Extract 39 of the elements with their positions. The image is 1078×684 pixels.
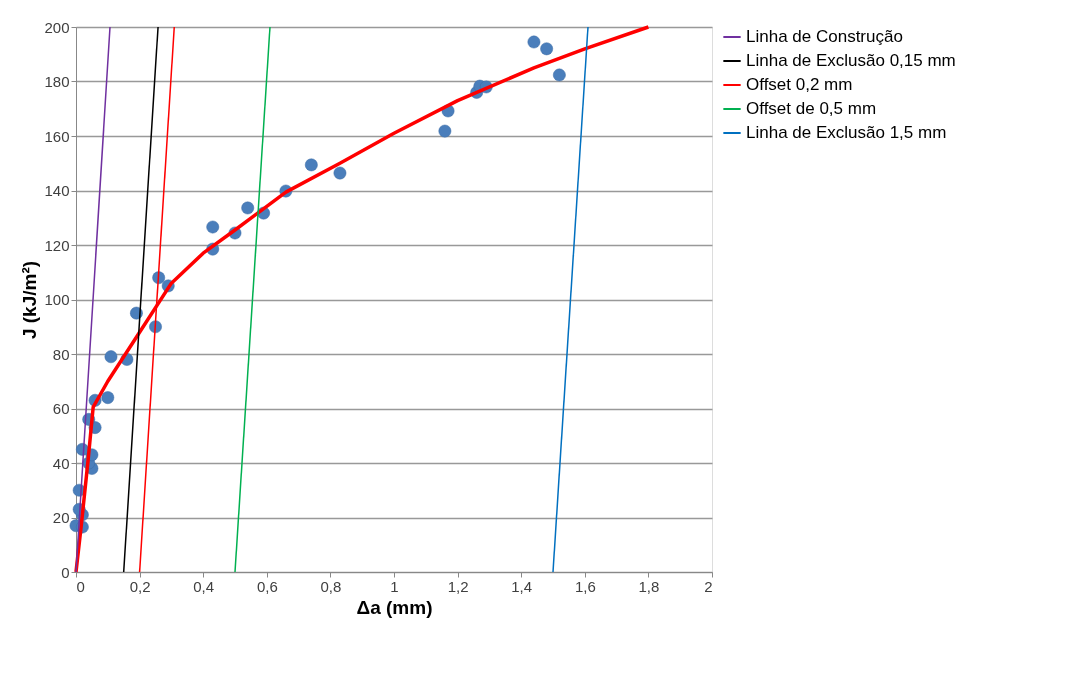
point (438, 124, 452, 138)
point (241, 201, 255, 215)
x-axis-title: Δa (mm) (356, 596, 433, 618)
legend-label: Offset de 0,5 mm (746, 99, 877, 118)
x-tick-label: 1,4 (511, 577, 533, 595)
x-tick-label: 1,8 (638, 577, 660, 595)
point (104, 350, 118, 364)
y-tick-label: 0 (61, 563, 70, 581)
point (101, 391, 115, 404)
x-tick-label: 0,8 (320, 577, 342, 595)
point (540, 42, 554, 56)
point (206, 220, 220, 234)
x-tick-label: 0,4 (193, 577, 215, 595)
y-tick-label: 100 (44, 291, 70, 308)
point (527, 35, 541, 49)
y-tick-label: 20 (52, 509, 70, 526)
point (333, 166, 347, 180)
x-tick-label: 1 (390, 577, 399, 595)
y-tick-label: 180 (44, 73, 70, 90)
legend-label: Linha de Exclusão 0,15 mm (746, 51, 956, 70)
y-axis-title: J (kJ/m²) (19, 260, 41, 340)
x-tick-label: 0 (76, 577, 85, 595)
point (552, 68, 566, 82)
x-tick-label: 2 (704, 577, 713, 595)
y-tick-label: 200 (44, 18, 70, 36)
x-tick-label: 1,6 (574, 577, 596, 595)
legend-label: Linha de Exclusão 1,5 mm (746, 123, 947, 142)
y-tick-label: 60 (52, 400, 70, 417)
x-tick-label: 0,6 (256, 577, 278, 595)
y-tick-label: 140 (44, 182, 70, 199)
y-tick-label: 40 (52, 454, 70, 472)
y-tick-label: 80 (52, 345, 70, 363)
y-tick-label: 160 (44, 127, 70, 145)
x-tick-label: 0,2 (129, 577, 151, 595)
y-tick-label: 120 (44, 236, 70, 254)
point (304, 158, 318, 172)
x-tick-label: 1,2 (447, 577, 469, 595)
legend-label: Linha de Construção (746, 27, 903, 46)
legend-label: Offset 0,2 mm (746, 75, 853, 94)
